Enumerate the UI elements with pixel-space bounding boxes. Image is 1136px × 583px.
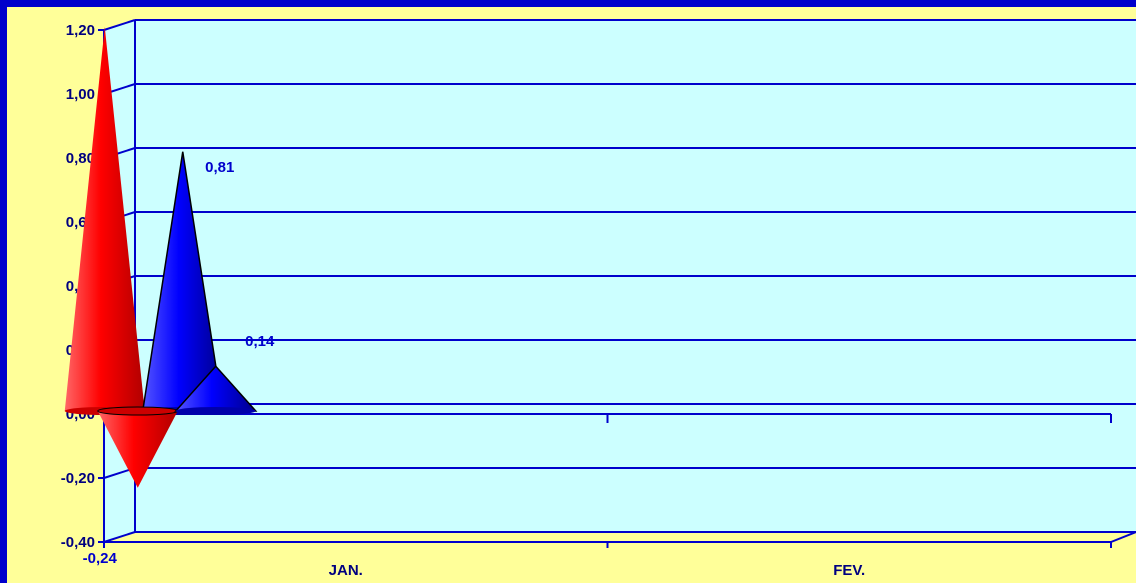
y-tick-label: -0,40 (61, 534, 95, 551)
cone-chart: -0,40-0,200,000,200,400,600,801,001,20 J… (61, 19, 1136, 579)
floor-side (1110, 531, 1136, 543)
cone-base (97, 406, 179, 416)
data-label: 0,14 (245, 333, 275, 350)
cone-series-1 (64, 27, 145, 411)
gridline-side (103, 531, 136, 543)
x-category-label: JAN. (329, 562, 363, 579)
plot-wall (104, 20, 1136, 542)
data-labels: 1,200,81-0,240,14 (83, 159, 275, 567)
data-cones (64, 27, 258, 488)
chart-area: -0,40-0,200,000,200,400,600,801,001,20 J… (7, 7, 1136, 583)
y-tick-label: 1,20 (66, 22, 95, 39)
y-tick-label: 1,00 (66, 86, 95, 103)
data-label: 0,81 (205, 159, 234, 176)
y-tick-label: 0,80 (66, 150, 95, 167)
gridline-side (103, 19, 136, 31)
cone-base (175, 407, 256, 415)
x-axis-categories: JAN. FEV. (329, 562, 866, 579)
x-category-label: FEV. (833, 562, 865, 579)
data-label: -0,24 (83, 550, 118, 567)
cone-series-1 (97, 411, 178, 488)
y-tick-label: -0,20 (61, 470, 95, 487)
